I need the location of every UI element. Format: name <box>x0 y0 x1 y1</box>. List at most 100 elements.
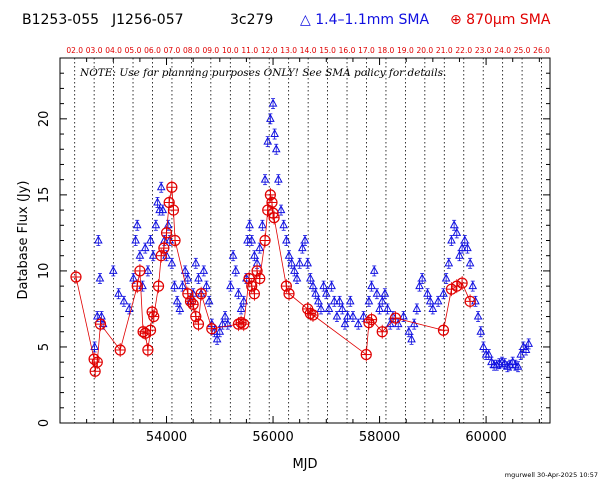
top-axis-label: 19.0 <box>397 46 414 55</box>
blue-point <box>300 235 310 244</box>
blue-point <box>465 258 475 267</box>
blue-point <box>247 235 257 244</box>
blue-point <box>364 296 374 305</box>
blue-point <box>231 265 241 274</box>
blue-point <box>324 303 334 312</box>
blue-point <box>412 303 422 312</box>
red-connector <box>75 187 471 372</box>
blue-point <box>90 341 99 350</box>
blue-point <box>158 205 168 214</box>
blue-point <box>308 281 318 290</box>
blue-point <box>399 311 408 320</box>
y-tick-label: 0 <box>37 419 52 427</box>
blue-point <box>332 311 342 320</box>
blue-point <box>487 357 496 366</box>
blue-point <box>321 288 331 297</box>
blue-point <box>343 311 352 320</box>
top-axis-label: 04.0 <box>105 46 122 55</box>
blue-point <box>340 319 350 328</box>
blue-point <box>476 326 486 335</box>
blue-point <box>279 220 289 229</box>
blue-point <box>516 349 526 358</box>
blue-point <box>151 220 161 229</box>
x-tick-label: 56000 <box>252 430 293 445</box>
blue-point <box>423 288 432 297</box>
top-axis-label: 10.0 <box>222 46 239 55</box>
blue-point <box>428 303 438 312</box>
blue-point <box>284 250 294 259</box>
blue-point <box>319 281 328 290</box>
blue-point <box>404 326 414 335</box>
year-gridlines <box>74 58 542 423</box>
blue-point <box>165 235 175 244</box>
blue-point <box>335 296 344 305</box>
blue-point <box>311 288 320 297</box>
blue-point <box>457 243 467 252</box>
blue-point <box>316 303 326 312</box>
y-axis: 0 5 10 15 20 <box>37 57 550 427</box>
blue-point <box>204 296 214 305</box>
top-axis-label: 09.0 <box>202 46 219 55</box>
legend-blue: △ 1.4–1.1mm SMA <box>300 12 429 28</box>
blue-point <box>287 258 297 267</box>
blue-point <box>524 338 534 347</box>
blue-point <box>463 243 472 252</box>
blue-point <box>327 281 336 290</box>
x-axis-label: MJD <box>292 457 317 472</box>
blue-point <box>223 319 233 328</box>
blue-point <box>380 288 390 297</box>
blue-point <box>295 258 305 267</box>
top-axis-label: 08.0 <box>183 46 200 55</box>
y-tick-label: 10 <box>37 263 52 280</box>
blue-point <box>372 288 382 297</box>
top-year-axis: 02.0 03.0 04.0 05.0 06.0 07.0 08.0 09.0 10.0 11.0… <box>66 46 550 55</box>
blue-point <box>359 311 368 320</box>
top-axis-label: 16.0 <box>339 46 356 55</box>
blue-point <box>367 281 376 290</box>
blue-point <box>132 220 142 229</box>
blue-point <box>228 250 238 259</box>
blue-point <box>447 235 456 244</box>
blue-point <box>146 235 155 244</box>
blue-point <box>245 220 254 229</box>
blue-point <box>135 250 145 259</box>
blue-point <box>484 349 494 358</box>
blue-point <box>143 265 153 274</box>
blue-point <box>162 250 171 259</box>
blue-point <box>297 243 307 252</box>
blue-point <box>329 296 339 305</box>
blue-point <box>444 258 454 267</box>
blue-point <box>236 303 246 312</box>
blue-point <box>276 205 286 214</box>
credit-stamp: mgurwell 30-Apr-2025 10:57 <box>505 471 598 479</box>
blue-point <box>274 174 283 183</box>
blue-point <box>471 296 480 305</box>
blue-point <box>455 250 464 259</box>
source-name-3: 3c279 <box>230 12 273 28</box>
y-tick-label: 20 <box>37 111 52 128</box>
blue-point <box>180 265 190 274</box>
blue-point <box>407 334 416 343</box>
blue-point <box>226 281 235 290</box>
source-name-1: B1253-055 <box>22 12 99 28</box>
blue-point <box>239 296 249 305</box>
top-axis-label: 22.0 <box>455 46 472 55</box>
blue-point <box>449 220 459 229</box>
blue-point <box>92 311 102 320</box>
blue-point <box>500 358 510 367</box>
blue-point <box>263 136 273 145</box>
blue-point <box>199 265 209 274</box>
blue-point <box>131 235 140 244</box>
blue-point <box>153 197 162 206</box>
top-axis-label: 02.0 <box>66 46 83 55</box>
blue-point <box>234 288 243 297</box>
blue-point <box>202 281 211 290</box>
top-axis-label: 05.0 <box>125 46 142 55</box>
blue-point <box>441 273 451 282</box>
blue-point <box>415 281 424 290</box>
blue-point <box>313 296 323 305</box>
blue-point <box>369 265 379 274</box>
blue-point <box>220 311 230 320</box>
blue-point <box>433 296 443 305</box>
blue-point <box>250 250 259 259</box>
